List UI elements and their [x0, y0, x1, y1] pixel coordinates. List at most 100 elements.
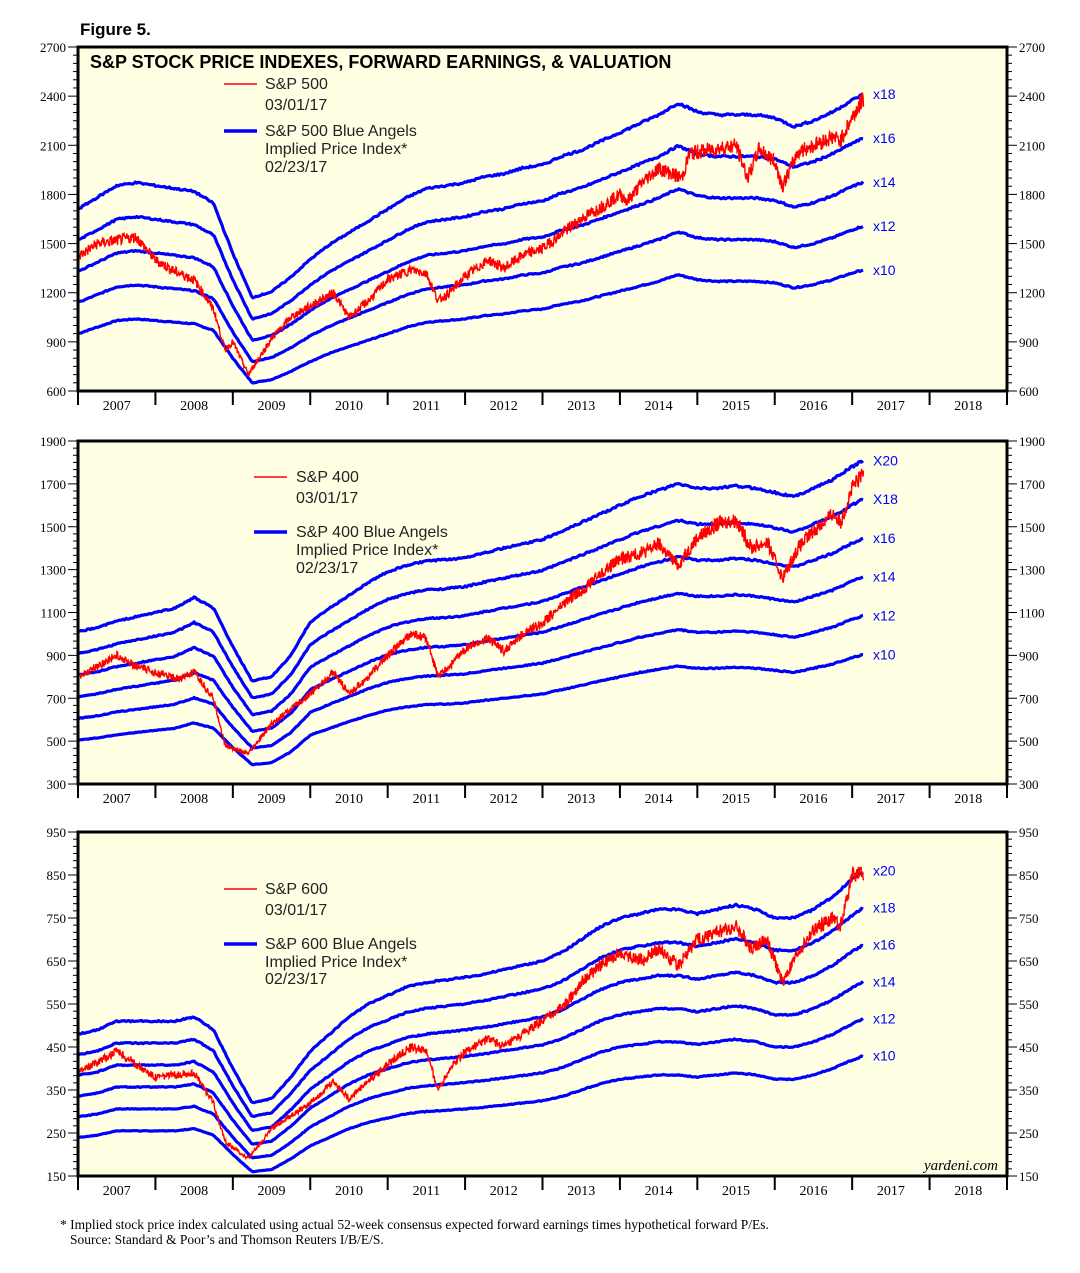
x-tick-label: 2014	[645, 792, 673, 807]
y-tick-label-right: 650	[1019, 954, 1039, 969]
y-tick-label-left: 1700	[40, 477, 66, 492]
x-tick-label: 2010	[335, 1184, 363, 1199]
x-tick-label: 2013	[567, 399, 595, 414]
y-tick-label-left: 900	[47, 648, 67, 663]
band-label-x14: x14	[873, 974, 896, 990]
y-tick-label-right: 750	[1019, 911, 1039, 926]
legend-band-date: 02/23/17	[265, 159, 327, 176]
x-tick-label: 2015	[722, 792, 750, 807]
y-tick-label-right: 950	[1019, 825, 1039, 840]
band-line-x10	[78, 653, 864, 767]
x-tick-label: 2013	[567, 1184, 595, 1199]
y-tick-label-left: 600	[47, 384, 67, 399]
band-line-x12	[78, 613, 864, 750]
y-tick-label-left: 2400	[40, 89, 66, 104]
x-tick-label: 2018	[954, 399, 982, 414]
band-line-x12	[78, 1017, 864, 1160]
legend: S&P 400 03/01/17 S&P 400 Blue AngelsImplie…	[254, 469, 448, 577]
x-tick-label: 2008	[180, 1184, 208, 1199]
y-tick-label-right: 1700	[1019, 477, 1045, 492]
y-tick-label-right: 700	[1019, 691, 1039, 706]
x-tick-label: 2011	[413, 792, 440, 807]
price-line	[78, 468, 865, 756]
plot-frame	[76, 439, 1009, 786]
y-tick-label-left: 350	[47, 1083, 67, 1098]
figure-label: Figure 5.	[80, 20, 151, 39]
y-tick-label-left: 1200	[40, 286, 66, 301]
x-tick-label: 2013	[567, 792, 595, 807]
footnote-line2: Source: Standard & Poor’s and Thomson Re…	[70, 1232, 384, 1247]
legend-band-name2: Implied Price Index*	[265, 954, 407, 971]
y-tick-label-right: 500	[1019, 734, 1039, 749]
band-line-x18	[78, 906, 864, 1118]
footnote-line1: * Implied stock price index calculated u…	[60, 1217, 769, 1232]
band-label-x18: x18	[873, 86, 896, 102]
y-tick-label-right: 2700	[1019, 40, 1045, 55]
y-tick-label-right: 1900	[1019, 434, 1045, 449]
band-line-x16	[78, 137, 864, 321]
y-tick-label-left: 2700	[40, 40, 66, 55]
x-tick-label: 2007	[103, 399, 131, 414]
y-tick-label-left: 1300	[40, 563, 66, 578]
x-tick-label: 2015	[722, 399, 750, 414]
y-tick-label-left: 500	[47, 734, 67, 749]
band-label-x10: x10	[873, 262, 896, 278]
band-line-x14	[78, 980, 865, 1146]
y-tick-label-right: 1800	[1019, 187, 1045, 202]
legend-price-name: S&P 600	[265, 881, 328, 898]
y-tick-label-left: 2100	[40, 138, 66, 153]
y-tick-label-left: 850	[47, 868, 67, 883]
y-tick-label-left: 650	[47, 954, 67, 969]
band-label-x20: X20	[873, 452, 898, 468]
x-tick-label: 2007	[103, 1184, 131, 1199]
plot-area	[78, 832, 1007, 1176]
legend-price-date: 03/01/17	[265, 97, 327, 114]
band-label-x18: X18	[873, 491, 898, 507]
band-label-x16: x16	[873, 530, 896, 546]
x-tick-label: 2018	[954, 1184, 982, 1199]
legend-price-name: S&P 400	[296, 469, 359, 486]
band-line-x10	[78, 1054, 864, 1174]
plot-frame	[76, 830, 1009, 1178]
x-tick-label: 2012	[490, 792, 518, 807]
y-tick-label-left: 250	[47, 1126, 67, 1141]
legend-price-date: 03/01/17	[265, 902, 327, 919]
y-tick-label-right: 1200	[1019, 286, 1045, 301]
x-tick-label: 2014	[645, 399, 673, 414]
x-tick-label: 2009	[258, 792, 286, 807]
band-label-x10: x10	[873, 646, 896, 662]
band-label-x12: x12	[873, 1011, 896, 1027]
y-tick-label-left: 300	[47, 777, 67, 792]
band-label-x14: x14	[873, 174, 896, 190]
band-label-x18: x18	[873, 900, 896, 916]
x-tick-label: 2011	[413, 399, 440, 414]
x-tick-label: 2016	[799, 1184, 827, 1199]
y-tick-label-right: 900	[1019, 648, 1039, 663]
legend-band-date: 02/23/17	[296, 560, 358, 577]
y-tick-label-right: 1500	[1019, 237, 1045, 252]
x-tick-label: 2017	[877, 792, 905, 807]
x-tick-label: 2016	[799, 792, 827, 807]
y-tick-label-left: 1500	[40, 237, 66, 252]
y-tick-label-left: 950	[47, 825, 67, 840]
band-label-x12: x12	[873, 218, 896, 234]
x-tick-label: 2009	[258, 1184, 286, 1199]
band-label-x20: x20	[873, 863, 896, 879]
legend-band-name: S&P 600 Blue Angels	[265, 936, 417, 953]
x-tick-label: 2017	[877, 399, 905, 414]
y-tick-label-left: 1500	[40, 520, 66, 535]
y-tick-label-left: 700	[47, 691, 67, 706]
x-tick-label: 2016	[799, 399, 827, 414]
band-label-x12: x12	[873, 608, 896, 624]
x-tick-label: 2014	[645, 1184, 673, 1199]
y-tick-label-left: 450	[47, 1040, 67, 1055]
chart-panel-2: 300 300 500 500 700 700 900 900 1100 1100 1300 1300…	[40, 434, 1045, 807]
y-tick-label-left: 1800	[40, 187, 66, 202]
x-tick-label: 2010	[335, 399, 363, 414]
x-tick-label: 2011	[413, 1184, 440, 1199]
legend-price-date: 03/01/17	[296, 490, 358, 507]
chart-panel-1: 600 600 900 900 1200 1200 1500 1500 1800 1800 2100…	[40, 40, 1045, 414]
y-tick-label-right: 2100	[1019, 138, 1045, 153]
band-line-x14	[78, 180, 865, 342]
band-line-x12	[78, 225, 864, 364]
